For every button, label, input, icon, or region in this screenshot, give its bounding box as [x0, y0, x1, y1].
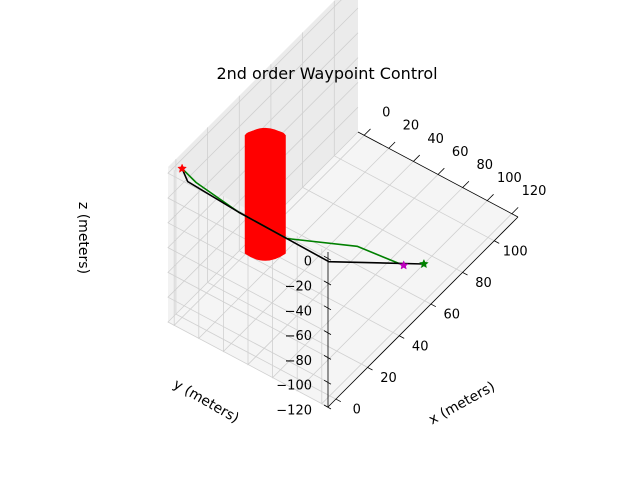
x-tick-label: 20	[380, 371, 397, 386]
x-axis-label: x (meters)	[426, 379, 498, 428]
tick-labels: 0204060801000204060801001200−20−40−60−80…	[276, 106, 546, 419]
waypoint-markers	[177, 163, 429, 270]
y-tick	[388, 141, 396, 149]
x-tick	[494, 240, 500, 244]
y-tick-label: 120	[522, 184, 547, 199]
x-tick-label: 40	[412, 339, 429, 354]
actual-path-line	[181, 168, 424, 265]
grid-line-z	[167, 106, 359, 383]
z-tick	[323, 330, 332, 335]
x-tick	[367, 367, 373, 371]
z-axis-label: z (meters)	[75, 202, 91, 274]
x-axis-line	[327, 216, 519, 408]
grid-lines	[167, 0, 513, 408]
y-tick	[511, 207, 519, 215]
x-tick	[462, 272, 468, 276]
grid-line-z	[167, 57, 359, 333]
z-tick-label: −60	[285, 329, 312, 344]
z-tick	[323, 355, 332, 360]
z-tick-label: −20	[285, 280, 312, 295]
x-tick	[430, 303, 437, 308]
x-tick-label: 80	[475, 276, 492, 291]
z-tick-label: −40	[285, 304, 312, 319]
obstacle-top	[245, 129, 286, 142]
z-tick	[323, 255, 332, 261]
tick-marks	[323, 128, 519, 410]
z-tick	[323, 305, 332, 311]
z-tick-label: −80	[285, 354, 312, 369]
grid-line-z	[167, 32, 359, 309]
y-tick-label: 60	[452, 145, 469, 160]
axes-panes	[168, 0, 518, 407]
y-axis-label: y (meters)	[170, 376, 241, 426]
chart-title: 2nd order Waypoint Control	[216, 64, 437, 83]
x-tick	[335, 398, 342, 403]
obstacle-body	[244, 127, 286, 261]
grid-line-z	[167, 131, 359, 408]
y-tick	[437, 167, 445, 175]
z-tick-label: −100	[276, 379, 312, 394]
z-tick-label: 0	[304, 255, 312, 270]
x-tick-label: 0	[353, 403, 361, 418]
grid-line-z	[167, 82, 359, 358]
end-marker-desired	[398, 260, 409, 270]
z-tick	[323, 404, 332, 410]
y-tick-label: 20	[403, 119, 420, 134]
start-marker	[177, 163, 188, 173]
y-tick-label: 100	[497, 171, 522, 186]
y-tick-label: 40	[427, 132, 444, 147]
x-tick-label: 60	[444, 308, 461, 323]
z-tick	[323, 280, 332, 286]
y-tick	[413, 154, 421, 162]
z-tick-label: −120	[276, 404, 312, 419]
y-tick	[462, 180, 470, 188]
x-tick-label: 100	[503, 244, 528, 259]
end-marker-actual	[418, 258, 429, 269]
path-series	[181, 168, 424, 267]
y-tick-label: 80	[477, 158, 494, 173]
y-tick-label: 0	[382, 106, 390, 121]
x-tick	[399, 335, 405, 339]
z-tick	[323, 379, 332, 385]
obstacle-cylinder	[244, 127, 286, 261]
y-tick	[486, 194, 494, 201]
y-tick	[363, 128, 371, 136]
